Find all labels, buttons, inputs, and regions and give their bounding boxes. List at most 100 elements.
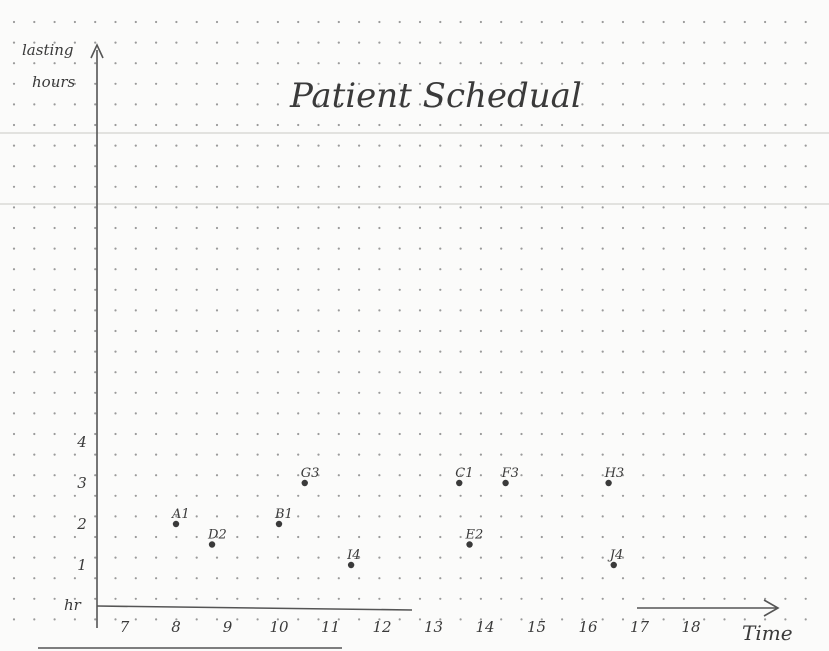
grid-dot	[378, 432, 381, 436]
grid-dot	[378, 165, 381, 168]
grid-dot	[73, 309, 76, 312]
grid-dot	[94, 144, 97, 147]
grid-dot	[398, 268, 401, 271]
grid-dot	[743, 206, 746, 209]
grid-dot	[94, 309, 97, 312]
grid-dot	[561, 62, 564, 65]
grid-dot	[703, 62, 706, 65]
grid-dot	[155, 82, 158, 85]
grid-dot	[500, 350, 503, 353]
grid-dot	[195, 535, 198, 539]
grid-dot	[12, 474, 16, 477]
grid-dot	[784, 618, 787, 621]
grid-dot	[723, 288, 726, 291]
grid-dot	[520, 226, 523, 230]
grid-dot	[155, 474, 158, 477]
grid-dot	[418, 618, 422, 621]
grid-dot	[12, 597, 16, 600]
grid-dot	[337, 350, 340, 353]
grid-dot	[804, 412, 807, 415]
grid-dot	[155, 556, 158, 559]
grid-dot	[500, 535, 503, 539]
grid-dot	[175, 288, 178, 291]
grid-dot	[94, 391, 97, 394]
grid-dot	[561, 577, 564, 580]
grid-dot	[601, 82, 604, 85]
grid-dot	[682, 206, 686, 209]
grid-dot	[155, 371, 158, 374]
grid-dot	[12, 226, 16, 230]
grid-dot	[561, 618, 564, 621]
grid-dot	[784, 432, 787, 436]
grid-dot	[175, 20, 178, 24]
grid-dot	[662, 597, 665, 600]
grid-dot	[94, 474, 97, 477]
grid-dot	[764, 391, 767, 394]
grid-dot	[114, 103, 117, 106]
grid-dot	[134, 309, 137, 312]
grid-dot	[418, 226, 422, 230]
grid-dot	[276, 62, 279, 65]
grid-dot	[317, 494, 320, 497]
grid-dot	[276, 268, 279, 271]
grid-dot	[317, 391, 320, 394]
grid-dot	[581, 62, 584, 65]
grid-dot	[500, 268, 503, 271]
grid-dot	[73, 185, 76, 188]
grid-dot	[378, 123, 381, 127]
grid-dot	[561, 412, 564, 415]
grid-dot	[398, 144, 401, 147]
grid-dot	[53, 371, 56, 374]
grid-dot	[723, 412, 726, 415]
grid-dot	[682, 82, 686, 85]
grid-dot	[764, 329, 767, 333]
grid-dot	[418, 371, 422, 374]
grid-dot	[175, 165, 178, 168]
grid-dot	[459, 515, 462, 518]
grid-dot	[134, 618, 137, 621]
grid-dot	[155, 432, 158, 436]
grid-dot	[418, 288, 422, 291]
grid-dot	[439, 494, 442, 497]
grid-dot	[561, 597, 564, 600]
grid-dot	[175, 103, 178, 106]
grid-dot	[703, 391, 706, 394]
grid-dot	[155, 103, 158, 106]
grid-dot	[601, 41, 604, 44]
grid-dot	[12, 144, 16, 147]
grid-dot	[723, 144, 726, 147]
grid-dot	[642, 185, 645, 188]
grid-dot	[175, 309, 178, 312]
grid-dot	[540, 268, 543, 271]
grid-dot	[804, 329, 807, 333]
grid-dot	[236, 432, 239, 436]
grid-dot	[703, 144, 706, 147]
grid-dot	[317, 432, 320, 436]
grid-dot	[175, 453, 178, 456]
grid-dot	[236, 474, 239, 477]
grid-dot	[317, 103, 320, 106]
grid-dot	[682, 618, 686, 621]
grid-dot	[520, 268, 523, 271]
grid-dot	[479, 618, 482, 621]
grid-dot	[317, 515, 320, 518]
grid-dot	[459, 371, 462, 374]
grid-dot	[723, 185, 726, 188]
grid-dot	[581, 103, 584, 106]
grid-dot	[479, 494, 482, 497]
grid-dot	[256, 432, 259, 436]
grid-dot	[276, 412, 279, 415]
grid-dot	[53, 474, 56, 477]
grid-dot	[723, 597, 726, 600]
grid-dot	[459, 309, 462, 312]
grid-dot	[479, 350, 482, 353]
grid-dot	[581, 206, 584, 209]
grid-dot	[601, 309, 604, 312]
grid-dot	[418, 165, 422, 168]
grid-dot	[256, 247, 259, 250]
grid-dot	[276, 391, 279, 394]
grid-dot	[175, 329, 178, 333]
grid-dot	[155, 247, 158, 250]
grid-dot	[134, 247, 137, 250]
x-tick-label: 11	[321, 618, 340, 636]
